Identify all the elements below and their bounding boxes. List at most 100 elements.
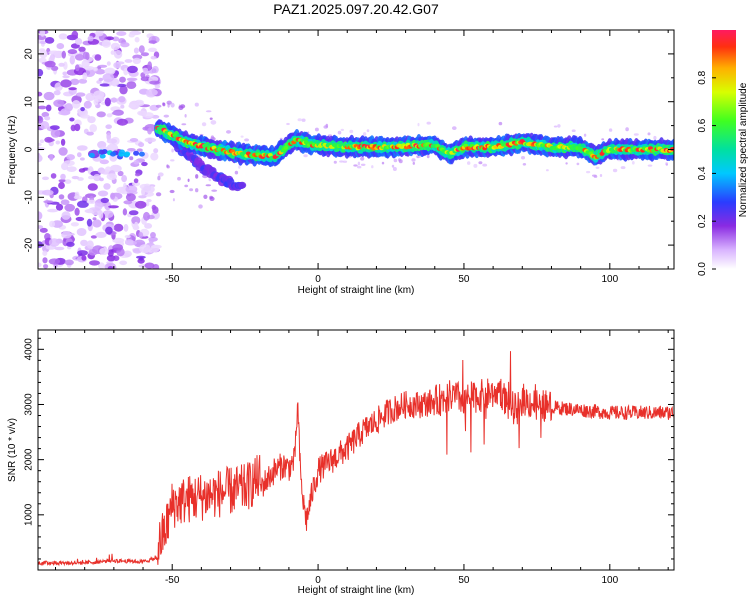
noise-blob	[148, 70, 155, 74]
noise-blob	[143, 70, 150, 75]
noise-blob	[576, 162, 580, 166]
spectrogram-x-tick-label: 0	[315, 274, 321, 285]
noise-blob	[546, 169, 549, 172]
noise-blob	[76, 228, 87, 236]
noise-blob	[93, 67, 98, 72]
noise-blob	[125, 193, 136, 202]
noise-blob	[74, 123, 81, 132]
noise-blob	[63, 61, 68, 70]
noise-blob	[107, 249, 114, 257]
noise-blob	[129, 138, 139, 142]
noise-blob	[209, 196, 215, 201]
noise-blob	[86, 218, 93, 227]
noise-blob	[138, 256, 144, 261]
noise-blob	[38, 211, 43, 221]
snr-plot-area	[38, 330, 674, 570]
noise-blob	[195, 174, 199, 179]
noise-blob	[146, 88, 158, 96]
noise-blob	[77, 250, 88, 256]
noise-blob	[337, 130, 342, 135]
noise-blob	[141, 161, 148, 167]
noise-blob	[38, 91, 43, 97]
noise-blob	[162, 102, 166, 107]
noise-blob	[61, 211, 71, 220]
noise-blob	[631, 161, 635, 165]
noise-blob	[138, 195, 147, 199]
noise-blob	[58, 62, 65, 67]
noise-blob	[426, 121, 431, 125]
spectrogram-y-tick-label: 10	[24, 96, 35, 108]
noise-blob	[595, 166, 600, 169]
noise-blob	[150, 232, 156, 239]
noise-blob	[157, 172, 164, 177]
noise-blob	[106, 255, 116, 262]
noise-blob	[94, 201, 103, 211]
noise-blob	[39, 139, 45, 143]
noise-blob	[66, 154, 75, 161]
noise-blob	[107, 266, 114, 269]
noise-blob	[339, 160, 344, 163]
noise-blob	[86, 131, 94, 136]
noise-blob	[44, 60, 56, 68]
noise-blob	[44, 116, 51, 121]
noise-blob	[184, 184, 189, 188]
noise-blob	[71, 30, 79, 39]
noise-blob	[122, 208, 128, 216]
noise-blob	[68, 87, 77, 91]
noise-blob	[149, 80, 161, 85]
noise-blob	[101, 39, 111, 48]
noise-blob	[99, 159, 110, 165]
noise-blob	[166, 164, 169, 168]
noise-blob	[58, 181, 65, 190]
noise-blob	[106, 132, 111, 141]
noise-blob	[99, 247, 109, 255]
noise-blob	[665, 163, 669, 166]
noise-blob	[106, 143, 119, 152]
noise-blob	[106, 173, 118, 181]
noise-blob	[201, 122, 207, 127]
noise-blob	[144, 137, 157, 143]
noise-blob	[83, 100, 92, 109]
noise-blob	[70, 78, 80, 86]
noise-blob	[608, 128, 613, 132]
noise-blob	[210, 135, 215, 140]
noise-blob	[105, 226, 113, 235]
noise-blob	[74, 54, 85, 61]
noise-blob	[108, 205, 119, 209]
noise-blob	[87, 35, 94, 42]
noise-blob	[157, 175, 161, 181]
noise-blob	[194, 102, 199, 107]
noise-blob	[171, 148, 174, 153]
noise-blob	[124, 234, 131, 239]
noise-blob	[112, 36, 120, 42]
noise-blob	[78, 78, 88, 84]
colorbar-tick-label: 0.4	[697, 166, 708, 180]
noise-blob	[50, 129, 61, 138]
noise-blob	[48, 258, 61, 265]
noise-blob	[398, 159, 403, 164]
noise-blob	[76, 145, 88, 151]
noise-blob	[58, 179, 67, 183]
noise-blob	[210, 120, 217, 125]
noise-blob	[126, 77, 138, 82]
noise-blob	[53, 90, 61, 96]
noise-blob	[135, 200, 147, 209]
noise-blob	[48, 50, 60, 55]
noise-blob	[123, 224, 129, 232]
noise-blob	[586, 170, 591, 174]
noise-blob	[150, 244, 160, 253]
noise-blob	[391, 164, 395, 168]
noise-blob	[571, 129, 576, 132]
noise-blob	[244, 138, 250, 142]
noise-blob	[60, 199, 70, 205]
noise-blob	[521, 156, 525, 160]
noise-blob	[64, 103, 73, 112]
noise-blob	[148, 237, 154, 244]
noise-blob	[303, 154, 308, 158]
noise-blob	[63, 160, 75, 167]
noise-blob	[98, 262, 105, 269]
noise-blob	[416, 155, 420, 159]
noise-blob	[75, 216, 85, 222]
snr-x-tick-label: 50	[458, 575, 470, 586]
noise-blob	[653, 135, 657, 140]
